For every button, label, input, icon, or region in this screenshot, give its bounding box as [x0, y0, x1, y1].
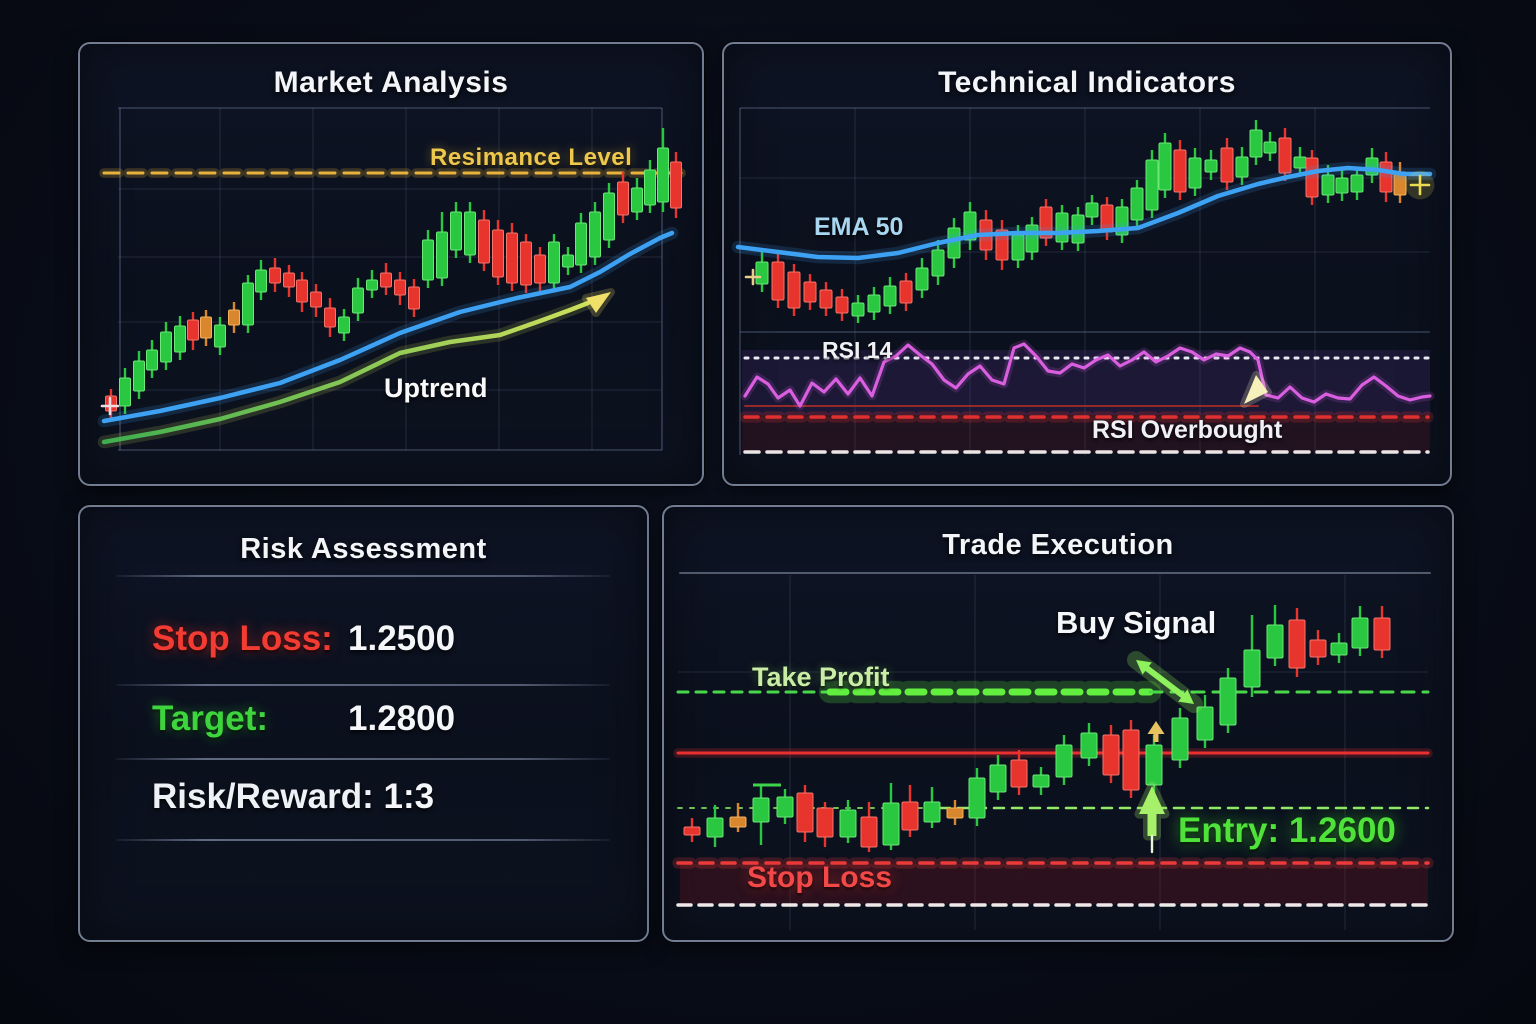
- stop-loss-value: 1.2500: [348, 619, 456, 658]
- risk-assessment-title: Risk Assessment: [240, 533, 487, 565]
- stop-loss-zone-label: Stop Loss: [747, 861, 893, 894]
- rsi-14-label: RSI 14: [822, 337, 893, 363]
- stop-loss-row: Stop Loss: 1.2500: [152, 619, 455, 659]
- risk-reward-row: Risk/Reward: 1:3: [152, 777, 434, 817]
- target-row: Target: 1.2800: [152, 699, 455, 739]
- resistance-level-label: Resimance Level: [430, 144, 633, 171]
- trade-execution-panel: Trade Execution: [662, 505, 1454, 942]
- ema-50-label: EMA 50: [814, 213, 904, 241]
- entry-price-label: Entry: 1.2600: [1178, 811, 1396, 850]
- risk-assessment-panel: Risk Assessment Stop Loss: 1.2500 Target:…: [78, 505, 649, 942]
- take-profit-label: Take Profit: [752, 662, 890, 692]
- risk-reward-label: Risk/Reward:: [152, 777, 374, 816]
- target-value: 1.2800: [348, 699, 456, 738]
- technical-indicators-panel: Technical Indicators: [722, 42, 1452, 486]
- divider: [116, 575, 610, 577]
- trade-execution-title: Trade Execution: [942, 529, 1174, 561]
- stop-loss-label: Stop Loss:: [152, 619, 333, 658]
- divider: [116, 839, 610, 841]
- buy-signal-label: Buy Signal: [1056, 605, 1217, 640]
- target-label: Target:: [152, 699, 269, 738]
- market-analysis-panel: Market Analysis: [78, 42, 704, 486]
- uptrend-label: Uptrend: [384, 373, 488, 403]
- rsi-overbought-label: RSI Overbought: [1092, 416, 1283, 444]
- divider: [116, 758, 610, 760]
- technical-indicators-title: Technical Indicators: [938, 66, 1236, 99]
- risk-reward-value: 1:3: [383, 777, 435, 816]
- divider: [116, 684, 610, 686]
- market-analysis-title: Market Analysis: [273, 66, 509, 99]
